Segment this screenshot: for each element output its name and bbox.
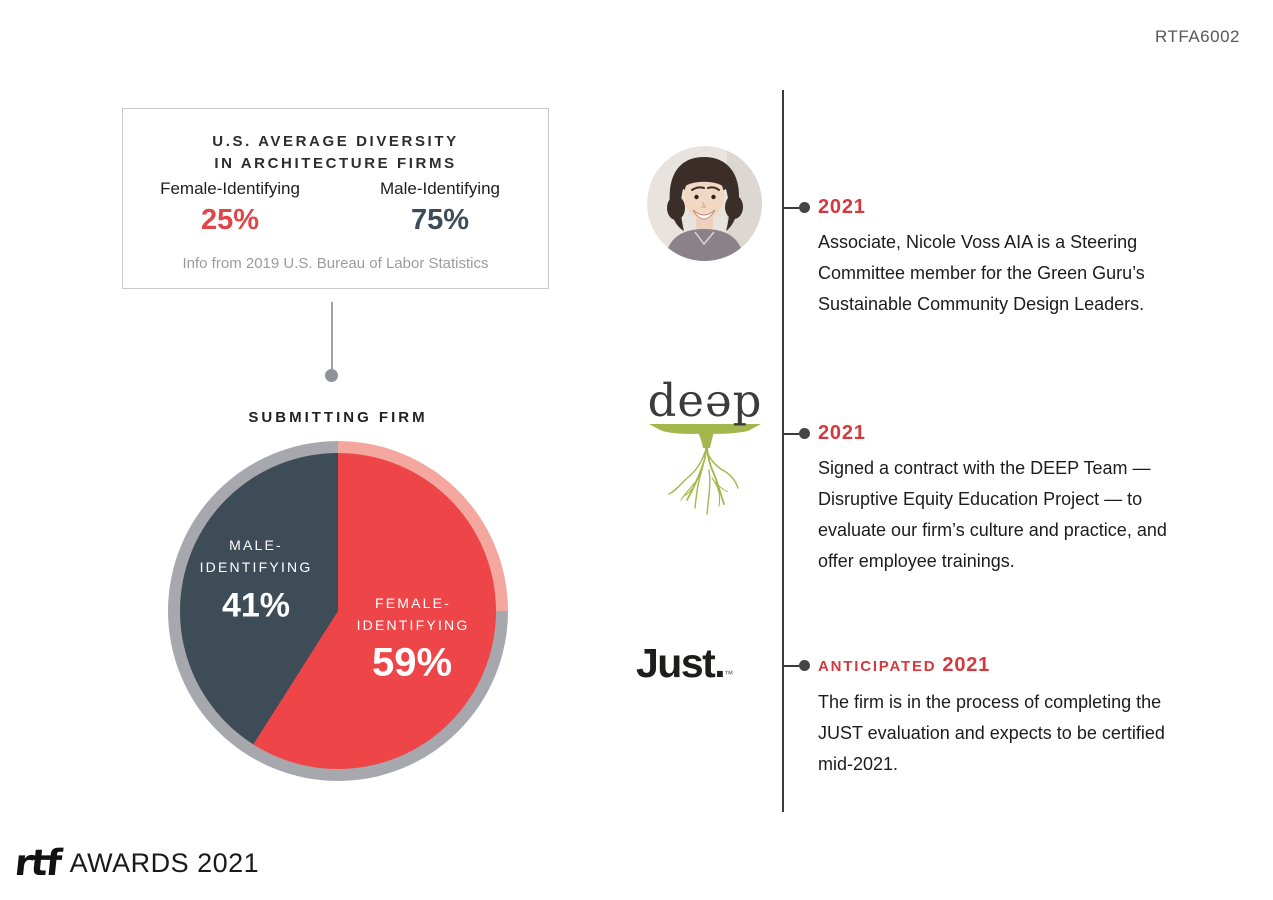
- timeline-entry-2: 2021 Signed a contract with the DEEP Tea…: [818, 421, 1273, 577]
- timeline-entry-1-year-value: 2021: [818, 196, 866, 218]
- stats-source-note: Info from 2019 U.S. Bureau of Labor Stat…: [182, 255, 489, 272]
- rtf-logo: rtf: [12, 843, 62, 884]
- timeline-entry-3: ANTICIPATED 2021 The firm is in the proce…: [818, 653, 1273, 780]
- deep-logo-text: deəp: [647, 374, 763, 427]
- stats-box-title: U.S. AVERAGE DIVERSITY IN ARCHITECTURE F…: [212, 133, 459, 172]
- female-stat: Female-Identifying 25%: [145, 179, 315, 237]
- us-average-stats-box: U.S. AVERAGE DIVERSITY IN ARCHITECTURE F…: [122, 108, 549, 289]
- connector-dot: [325, 369, 338, 382]
- just-logo-tm: ™: [724, 669, 734, 679]
- timeline-entry-1-year: 2021: [818, 195, 1273, 219]
- connector-line: [331, 302, 333, 371]
- timeline-entry-2-year: 2021: [818, 421, 1273, 445]
- pie-inner: [180, 453, 496, 769]
- timeline-entry-3-year-value: 2021: [942, 654, 991, 676]
- portrait-photo: [647, 146, 762, 261]
- deep-logo-roots-icon: [649, 424, 761, 515]
- timeline-stem-2: [784, 433, 799, 435]
- just-logo: Just.™: [636, 640, 733, 687]
- timeline-entry-2-year-value: 2021: [818, 422, 866, 444]
- pie-chart-title: SUBMITTING FIRM: [248, 409, 428, 426]
- male-stat: Male-Identifying 75%: [355, 179, 525, 237]
- timeline-dot-2: [799, 428, 810, 439]
- timeline-entry-3-year-prefix: ANTICIPATED: [818, 658, 937, 675]
- deep-logo: deəp: [643, 377, 767, 425]
- timeline-entry-2-body: Signed a contract with the DEEP Team — D…: [818, 458, 1167, 571]
- timeline-entry-3-year: ANTICIPATED 2021: [818, 653, 1273, 679]
- footer-brand: rtf AWARDS 2021: [12, 843, 260, 884]
- pie-female-label: FEMALE- IDENTIFYING: [356, 595, 470, 633]
- female-stat-value: 25%: [200, 204, 260, 236]
- timeline-dot-1: [799, 202, 810, 213]
- timeline-stem-1: [784, 207, 799, 209]
- timeline-entry-1-body: Associate, Nicole Voss AIA is a Steering…: [818, 232, 1145, 314]
- timeline-stem-3: [784, 665, 799, 667]
- female-stat-label: Female-Identifying: [160, 179, 300, 198]
- timeline-line: [782, 90, 784, 812]
- pie-male-percent: 41%: [221, 586, 291, 625]
- male-stat-label: Male-Identifying: [379, 179, 500, 198]
- awards-2021-text: AWARDS 2021: [69, 848, 260, 878]
- pie-female-percent: 59%: [371, 640, 453, 685]
- page-code: RTFA6002: [1155, 27, 1240, 46]
- pie-male-label: MALE- IDENTIFYING: [199, 537, 313, 575]
- timeline-entry-1: 2021 Associate, Nicole Voss AIA is a Ste…: [818, 195, 1273, 320]
- just-logo-text: Just.: [636, 640, 726, 686]
- male-stat-value: 75%: [410, 204, 470, 236]
- timeline-dot-3: [799, 660, 810, 671]
- timeline-entry-3-body: The firm is in the process of completing…: [818, 692, 1165, 774]
